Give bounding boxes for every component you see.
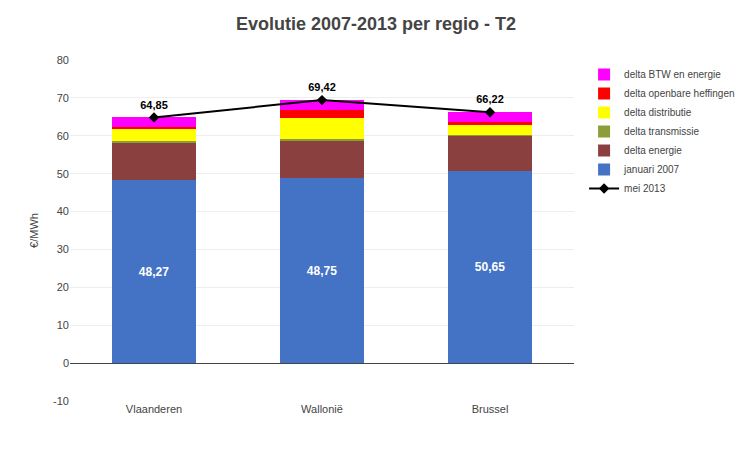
svg-text:70: 70 <box>57 92 69 104</box>
svg-text:januari 2007: januari 2007 <box>623 164 679 175</box>
svg-text:66,22: 66,22 <box>476 93 504 105</box>
svg-text:delta transmissie: delta transmissie <box>624 126 699 137</box>
svg-text:80: 80 <box>57 54 69 66</box>
svg-text:Vlaanderen: Vlaanderen <box>126 403 182 415</box>
svg-text:64,85: 64,85 <box>140 99 168 111</box>
svg-text:69,42: 69,42 <box>308 81 336 93</box>
svg-text:delta distributie: delta distributie <box>624 107 692 118</box>
svg-text:48,75: 48,75 <box>307 264 337 278</box>
svg-text:50: 50 <box>57 168 69 180</box>
svg-text:Brussel: Brussel <box>472 403 509 415</box>
svg-text:50,65: 50,65 <box>475 260 505 274</box>
svg-text:10: 10 <box>57 319 69 331</box>
svg-text:48,27: 48,27 <box>139 265 169 279</box>
svg-text:delta energie: delta energie <box>624 145 682 156</box>
svg-text:mei 2013: mei 2013 <box>624 183 666 194</box>
svg-text:Wallonië: Wallonië <box>301 403 343 415</box>
svg-text:40: 40 <box>57 205 69 217</box>
svg-text:€/MWh: €/MWh <box>28 213 40 248</box>
svg-text:-10: -10 <box>53 395 69 407</box>
svg-text:Evolutie 2007-2013 per regio -: Evolutie 2007-2013 per regio - T2 <box>236 14 516 34</box>
svg-text:delta BTW en energie: delta BTW en energie <box>624 69 721 80</box>
svg-text:30: 30 <box>57 243 69 255</box>
svg-text:delta openbare heffingen: delta openbare heffingen <box>624 88 734 99</box>
svg-text:60: 60 <box>57 130 69 142</box>
svg-text:20: 20 <box>57 281 69 293</box>
svg-text:0: 0 <box>63 357 69 369</box>
